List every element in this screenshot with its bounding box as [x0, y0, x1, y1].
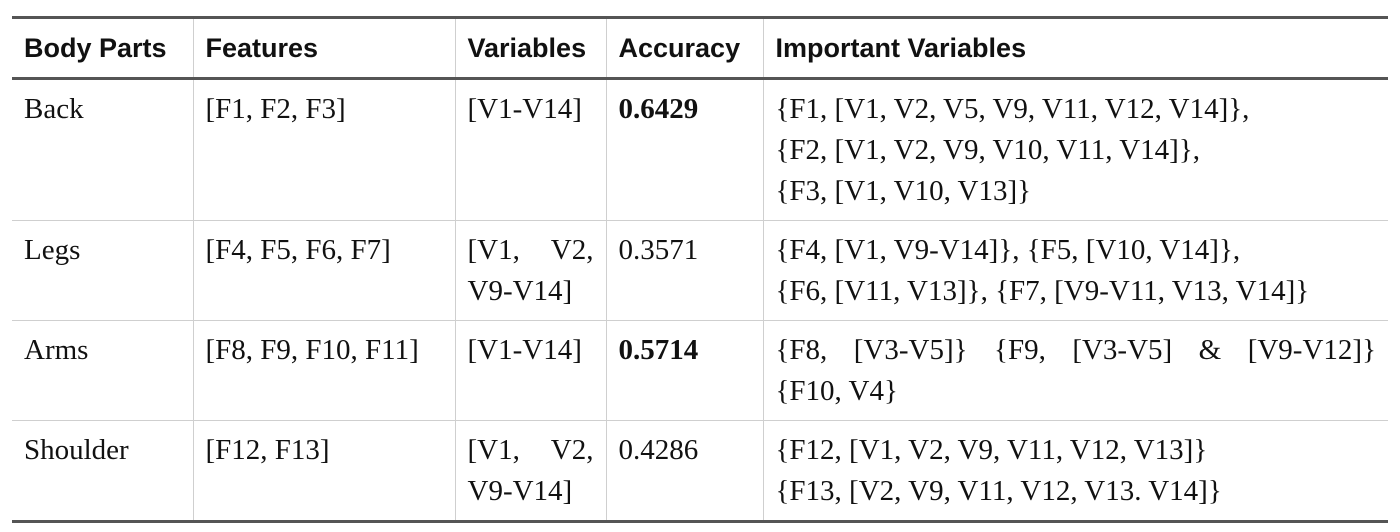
header-row: Body Parts Features Variables Accuracy I…	[12, 17, 1388, 80]
variables-cell: [V1, V2, V9-V14]	[454, 420, 606, 522]
variables-line: [V1-V14]	[467, 93, 582, 125]
header-important-variables: Important Variables	[762, 17, 1388, 80]
body-part-cell: Legs	[12, 220, 193, 321]
body-part-cell: Shoulder	[12, 420, 193, 522]
important-variables-line: {F1, [V1, V2, V5, V9, V11, V12, V14]},	[775, 93, 1250, 125]
important-variables-line: {F2, [V1, V2, V9, V10, V11, V14]},	[775, 134, 1201, 166]
table-row: Shoulder [F12, F13] [V1, V2, V9-V14] 0.4…	[12, 420, 1388, 522]
header-variables: Variables	[454, 17, 606, 80]
variables-line: [V1, V2,	[467, 234, 594, 266]
variables-line: V9-V14]	[467, 275, 573, 307]
variables-line: [V1-V14]	[467, 334, 582, 366]
results-table: Body Parts Features Variables Accuracy I…	[12, 16, 1388, 523]
header-body-parts: Body Parts	[12, 17, 193, 80]
features-cell: [F12, F13]	[192, 420, 455, 522]
body-part-cell: Back	[24, 93, 84, 125]
features-cell: [F8, F9, F10, F11]	[192, 320, 455, 421]
header-accuracy: Accuracy	[605, 17, 763, 80]
important-variables-line: {F10, V4}	[775, 375, 898, 407]
accuracy-cell: 0.3571	[605, 220, 763, 321]
table-row: Back [F1, F2, F3] [V1-V14] 0.6429 {F1, […	[12, 78, 1388, 221]
features-cell: [F1, F2, F3]	[192, 78, 455, 221]
important-variables-line: {F8, [V3-V5]} {F9, [V3-V5] & [V9-V12]}	[775, 334, 1377, 366]
important-variables-cell: {F12, [V1, V2, V9, V11, V12, V13]} {F13,…	[762, 420, 1388, 522]
variables-cell: [V1-V14]	[454, 320, 606, 421]
accuracy-cell: 0.4286	[605, 420, 763, 522]
variables-cell: [V1, V2, V9-V14]	[454, 220, 606, 321]
variables-line: [V1, V2,	[467, 434, 594, 466]
table-row: Arms [F8, F9, F10, F11] [V1-V14] 0.5714 …	[12, 320, 1388, 421]
important-variables-line: {F13, [V2, V9, V11, V12, V13. V14]}	[775, 475, 1222, 507]
important-variables-cell: {F4, [V1, V9-V14]}, {F5, [V10, V14]}, {F…	[762, 220, 1388, 321]
variables-cell: [V1-V14]	[454, 78, 606, 221]
important-variables-line: {F6, [V11, V13]}, {F7, [V9-V11, V13, V14…	[775, 275, 1310, 307]
table-row: Legs [F4, F5, F6, F7] [V1, V2, V9-V14] 0…	[12, 220, 1388, 321]
accuracy-cell: 0.6429	[605, 78, 763, 221]
accuracy-cell: 0.5714	[605, 320, 763, 421]
features-cell: [F4, F5, F6, F7]	[192, 220, 455, 321]
body-part-cell: Arms	[12, 320, 193, 421]
header-features: Features	[192, 17, 455, 80]
important-variables-line: {F4, [V1, V9-V14]}, {F5, [V10, V14]},	[775, 234, 1241, 266]
variables-line: V9-V14]	[467, 475, 573, 507]
important-variables-cell: {F8, [V3-V5]} {F9, [V3-V5] & [V9-V12]} {…	[762, 320, 1388, 421]
important-variables-line: {F3, [V1, V10, V13]}	[775, 175, 1032, 207]
important-variables-cell: {F1, [V1, V2, V5, V9, V11, V12, V14]}, {…	[762, 78, 1388, 221]
important-variables-line: {F12, [V1, V2, V9, V11, V12, V13]}	[775, 434, 1208, 466]
